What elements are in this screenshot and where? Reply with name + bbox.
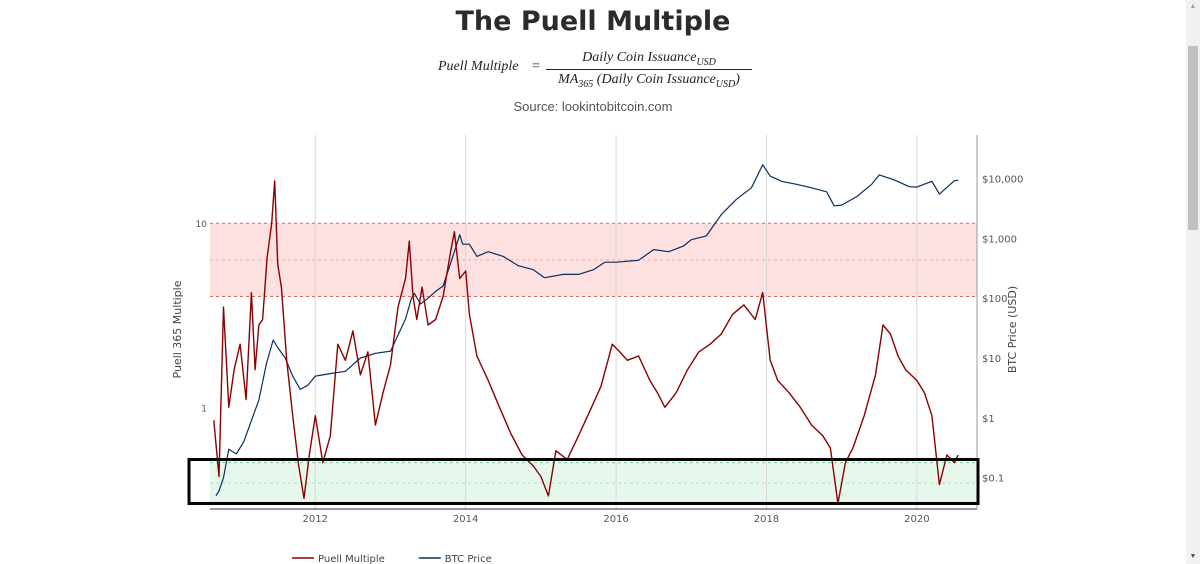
axes-layer: 2012 2014 2016 2018 2020 1 10 $0.1 $1 $10 $100 $1,0… <box>171 135 1023 525</box>
y-right-tick-label: $10 <box>982 354 1001 365</box>
bands-layer <box>210 222 977 504</box>
formula-lhs: Puell Multiple <box>438 59 519 74</box>
y-left-tick-label: 10 <box>196 220 208 230</box>
y-left-tick-label: 1 <box>201 404 207 414</box>
series-line-puell-multiple <box>213 180 959 505</box>
x-tick-label: 2016 <box>603 514 628 525</box>
y-right-tick-label: $10,000 <box>982 175 1023 186</box>
legend-label: BTC Price <box>445 554 492 564</box>
legend: Puell Multiple BTC Price <box>292 554 492 564</box>
grid-layer <box>314 135 918 509</box>
source-note: Source: lookintobitcoin.com <box>513 99 673 114</box>
y-right-tick-label: $1,000 <box>982 234 1017 245</box>
x-tick-label: 2014 <box>453 514 478 525</box>
legend-label: Puell Multiple <box>318 554 385 564</box>
x-tick-label: 2018 <box>754 514 779 525</box>
y-left-axis-title: Puell 365 Multiple <box>171 280 184 378</box>
series-layer <box>187 164 980 505</box>
formula-fraction: Daily Coin IssuanceUSD MA365 (Daily Coin… <box>546 50 752 90</box>
series-line-btc-price <box>215 164 959 497</box>
chevron-down-icon[interactable]: ▼ <box>1189 553 1197 560</box>
y-right-axis-title: BTC Price (USD) <box>1006 286 1019 373</box>
formula-equals: = <box>532 59 540 74</box>
y-right-tick-label: $0.1 <box>982 474 1004 485</box>
y-right-tick-label: $1 <box>982 414 995 425</box>
scroll-thumb[interactable] <box>1188 46 1198 230</box>
chevron-up-icon[interactable]: ▲ <box>1189 3 1197 10</box>
chart-title: The Puell Multiple <box>455 6 731 37</box>
fraction-bar <box>546 68 752 70</box>
formula-denominator: MA365 (Daily Coin IssuanceUSD) <box>558 71 740 90</box>
scrollbar[interactable]: ▲ ▼ <box>1186 0 1200 564</box>
formula-numerator: Daily Coin IssuanceUSD <box>582 50 716 68</box>
x-tick-label: 2020 <box>904 514 929 525</box>
y-right-tick-label: $100 <box>982 294 1007 305</box>
highlight-box <box>187 458 980 505</box>
x-tick-label: 2012 <box>303 514 328 525</box>
